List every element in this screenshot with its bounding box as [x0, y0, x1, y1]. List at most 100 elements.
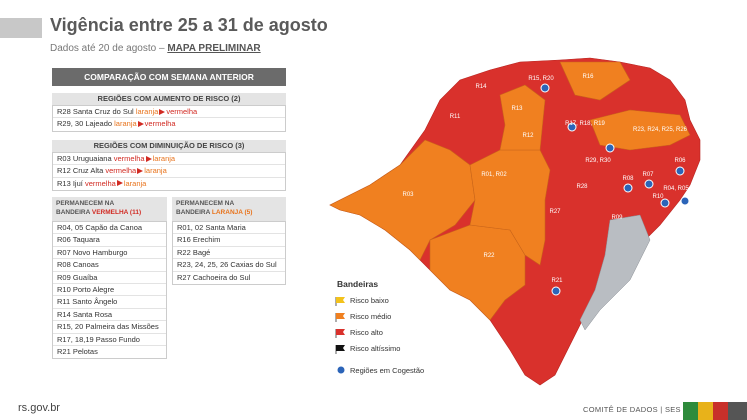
- arrow: [145, 155, 152, 162]
- list-row: R11 Santo Ângelo: [53, 296, 166, 309]
- arrow: [137, 120, 144, 127]
- region: [499, 84, 546, 151]
- from-flag: vermelha: [84, 178, 116, 188]
- cogestao-marker: [680, 196, 690, 206]
- region-label: R10: [652, 194, 664, 200]
- region-name: R03 Uruguaiana: [57, 154, 112, 163]
- legend-label: Risco baixo: [350, 296, 389, 305]
- flag: [336, 297, 345, 303]
- section-title: REGIÕES COM AUMENTO DE RISCO (2): [52, 93, 286, 105]
- orange-regions: [329, 61, 691, 321]
- region: [559, 61, 631, 101]
- list-row: R21 Pelotas: [57, 346, 98, 356]
- legend: Bandeiras Risco baixo Risco médio Risco al…: [335, 279, 424, 375]
- footer-site: rs.gov.br: [18, 402, 60, 414]
- subtitle-link[interactable]: MAPA PRELIMINAR: [167, 43, 261, 54]
- table-header: PERMANECEM NA BANDEIRA LARANJA (5): [172, 197, 286, 221]
- region-label: R04, R05: [663, 186, 689, 192]
- region-name: R13 Ijuí: [57, 178, 83, 188]
- from-flag: vermelha: [105, 166, 137, 176]
- cogestao-markers: [540, 83, 690, 296]
- flag-name: LARANJA (5): [211, 208, 253, 216]
- increase-list: R28 Santa Cruz do Sul laranja vermelha R29…: [52, 105, 286, 132]
- change-row: R03 Uruguaiana vermelha laranja: [53, 153, 285, 166]
- cogestao-marker: [540, 83, 550, 93]
- to-flag: vermelha: [144, 119, 176, 129]
- table-header: PERMANECEM NA BANDEIRA VERMELHA (11): [52, 197, 167, 221]
- list-row: R15, 20 Palmeira das Missões: [53, 321, 166, 334]
- legend-marker: [336, 365, 346, 375]
- list-row: R10 Porto Alegre: [53, 284, 166, 297]
- legend-label: Risco médio: [350, 312, 391, 321]
- cogestao-marker: [567, 122, 577, 132]
- header-line: PERMANECEM NA: [56, 200, 115, 207]
- arrow-shape: [145, 155, 152, 162]
- list-row: R08 Canoas: [53, 259, 166, 272]
- cogestao-marker: [660, 198, 670, 208]
- cogestao-marker: [644, 179, 654, 189]
- legend-label: Regiões em Cogestão: [350, 366, 424, 375]
- arrow: [137, 167, 144, 174]
- region-label: R14: [475, 84, 487, 90]
- footer-credit: COMITÊ DE DADOS | SES: [583, 405, 681, 414]
- region-label: R27: [549, 209, 561, 215]
- region-label: R17, R18, R19: [565, 121, 605, 127]
- panel-title: COMPARAÇÃO COM SEMANA ANTERIOR: [52, 68, 286, 86]
- arrow: [159, 108, 166, 115]
- subtitle-text: Dados até 20 de agosto –: [50, 43, 165, 54]
- from-flag: vermelha: [113, 154, 145, 163]
- subtitle: Dados até 20 de agosto – MAPA PRELIMINAR: [50, 43, 261, 54]
- region-label: R08: [622, 176, 634, 182]
- region-label: R22: [483, 253, 495, 259]
- region-label: R28: [576, 184, 588, 190]
- cogestao-marker: [605, 143, 615, 153]
- region-label: R01, R02: [481, 172, 507, 178]
- arrow-shape: [137, 120, 144, 127]
- legend-label: Risco altíssimo: [350, 344, 400, 353]
- header-line: BANDEIRA: [176, 208, 211, 216]
- cogestao-marker: [623, 183, 633, 193]
- list-row: R14 Santa Rosa: [53, 309, 166, 322]
- flag-name: VERMELHA (11): [91, 208, 142, 216]
- list-row: R23, 24, 25, 26 Caxias do Sul: [173, 259, 285, 272]
- region-label: R03: [402, 192, 414, 198]
- region-label: R29, R30: [585, 158, 611, 164]
- region-label: R15, R20: [528, 76, 554, 82]
- color-block: [713, 402, 728, 420]
- region-name: R28 Santa Cruz do Sul: [57, 107, 134, 116]
- color-block: [728, 402, 747, 420]
- region-label: R07: [642, 172, 654, 178]
- cogestao-marker: [675, 166, 685, 176]
- region-label: R13: [511, 106, 523, 112]
- legend-title: Bandeiras: [337, 279, 378, 289]
- list-row: R07 Novo Hamburgo: [53, 247, 166, 260]
- change-row: R12 Cruz Alta vermelha laranja: [53, 165, 285, 178]
- flag: [336, 329, 345, 335]
- legend-label: Risco alto: [350, 328, 383, 337]
- region-label: R16: [582, 74, 594, 80]
- list-row: R22 Bagé: [173, 247, 285, 260]
- red-list: R04, 05 Capão da Canoa R06 Taquara R07 Nov…: [52, 221, 167, 360]
- change-row: R13 Ijuí vermelha laranja: [53, 178, 285, 190]
- color-block: [683, 402, 698, 420]
- accent-bar: [0, 18, 42, 38]
- from-flag: laranja: [114, 119, 137, 129]
- change-row: R29, 30 Lajeado laranja vermelha: [53, 118, 285, 130]
- to-flag: laranja: [123, 178, 147, 188]
- region-labels: R15, R20 R16 R14 R13 R11 R12 R17, R18, R19 R23,…: [402, 74, 689, 284]
- header-line: PERMANECEM NA: [176, 200, 235, 207]
- arrow-shape: [159, 108, 166, 115]
- to-flag: laranja: [152, 154, 176, 163]
- color-block: [698, 402, 713, 420]
- cogestao-marker: [551, 286, 561, 296]
- from-flag: laranja: [135, 107, 159, 116]
- region-name: R29, 30 Lajeado: [57, 119, 113, 129]
- to-flag: vermelha: [166, 107, 198, 116]
- list-row: R27 Cachoeira do Sul: [177, 272, 251, 282]
- arrow: [116, 180, 123, 187]
- list-row: R01, 02 Santa Maria: [173, 222, 285, 235]
- region-name: R12 Cruz Alta: [57, 166, 104, 176]
- footer-colors: [683, 402, 747, 420]
